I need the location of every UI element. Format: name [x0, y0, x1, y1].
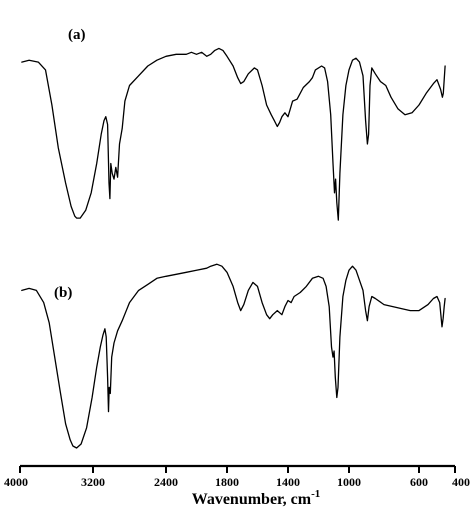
- series-label-a: (a): [68, 27, 86, 43]
- x-tick-label: 600: [410, 475, 428, 489]
- x-tick-label: 1000: [337, 475, 361, 489]
- x-tick-label: 400: [452, 475, 470, 489]
- x-axis-title-text: Wavenumber, cm: [192, 491, 312, 508]
- x-axis-title: Wavenumber, cm-1: [192, 488, 321, 508]
- series-label-b: (b): [54, 285, 72, 301]
- x-tick-label: 1400: [276, 475, 300, 489]
- spectrum-line-b: [21, 263, 446, 449]
- x-axis-title-superscript: -1: [311, 488, 320, 500]
- x-tick-label: 4000: [4, 475, 28, 489]
- x-axis-ticks: 4000 3200 2400 1800 1400 1000 600 400: [4, 466, 470, 489]
- spectrum-line-a: [21, 47, 446, 221]
- panel-a: (a): [21, 27, 446, 221]
- x-tick-label: 2400: [154, 475, 178, 489]
- panel-b: (b): [21, 263, 446, 449]
- x-tick-label: 1800: [215, 475, 239, 489]
- x-tick-label: 3200: [81, 475, 105, 489]
